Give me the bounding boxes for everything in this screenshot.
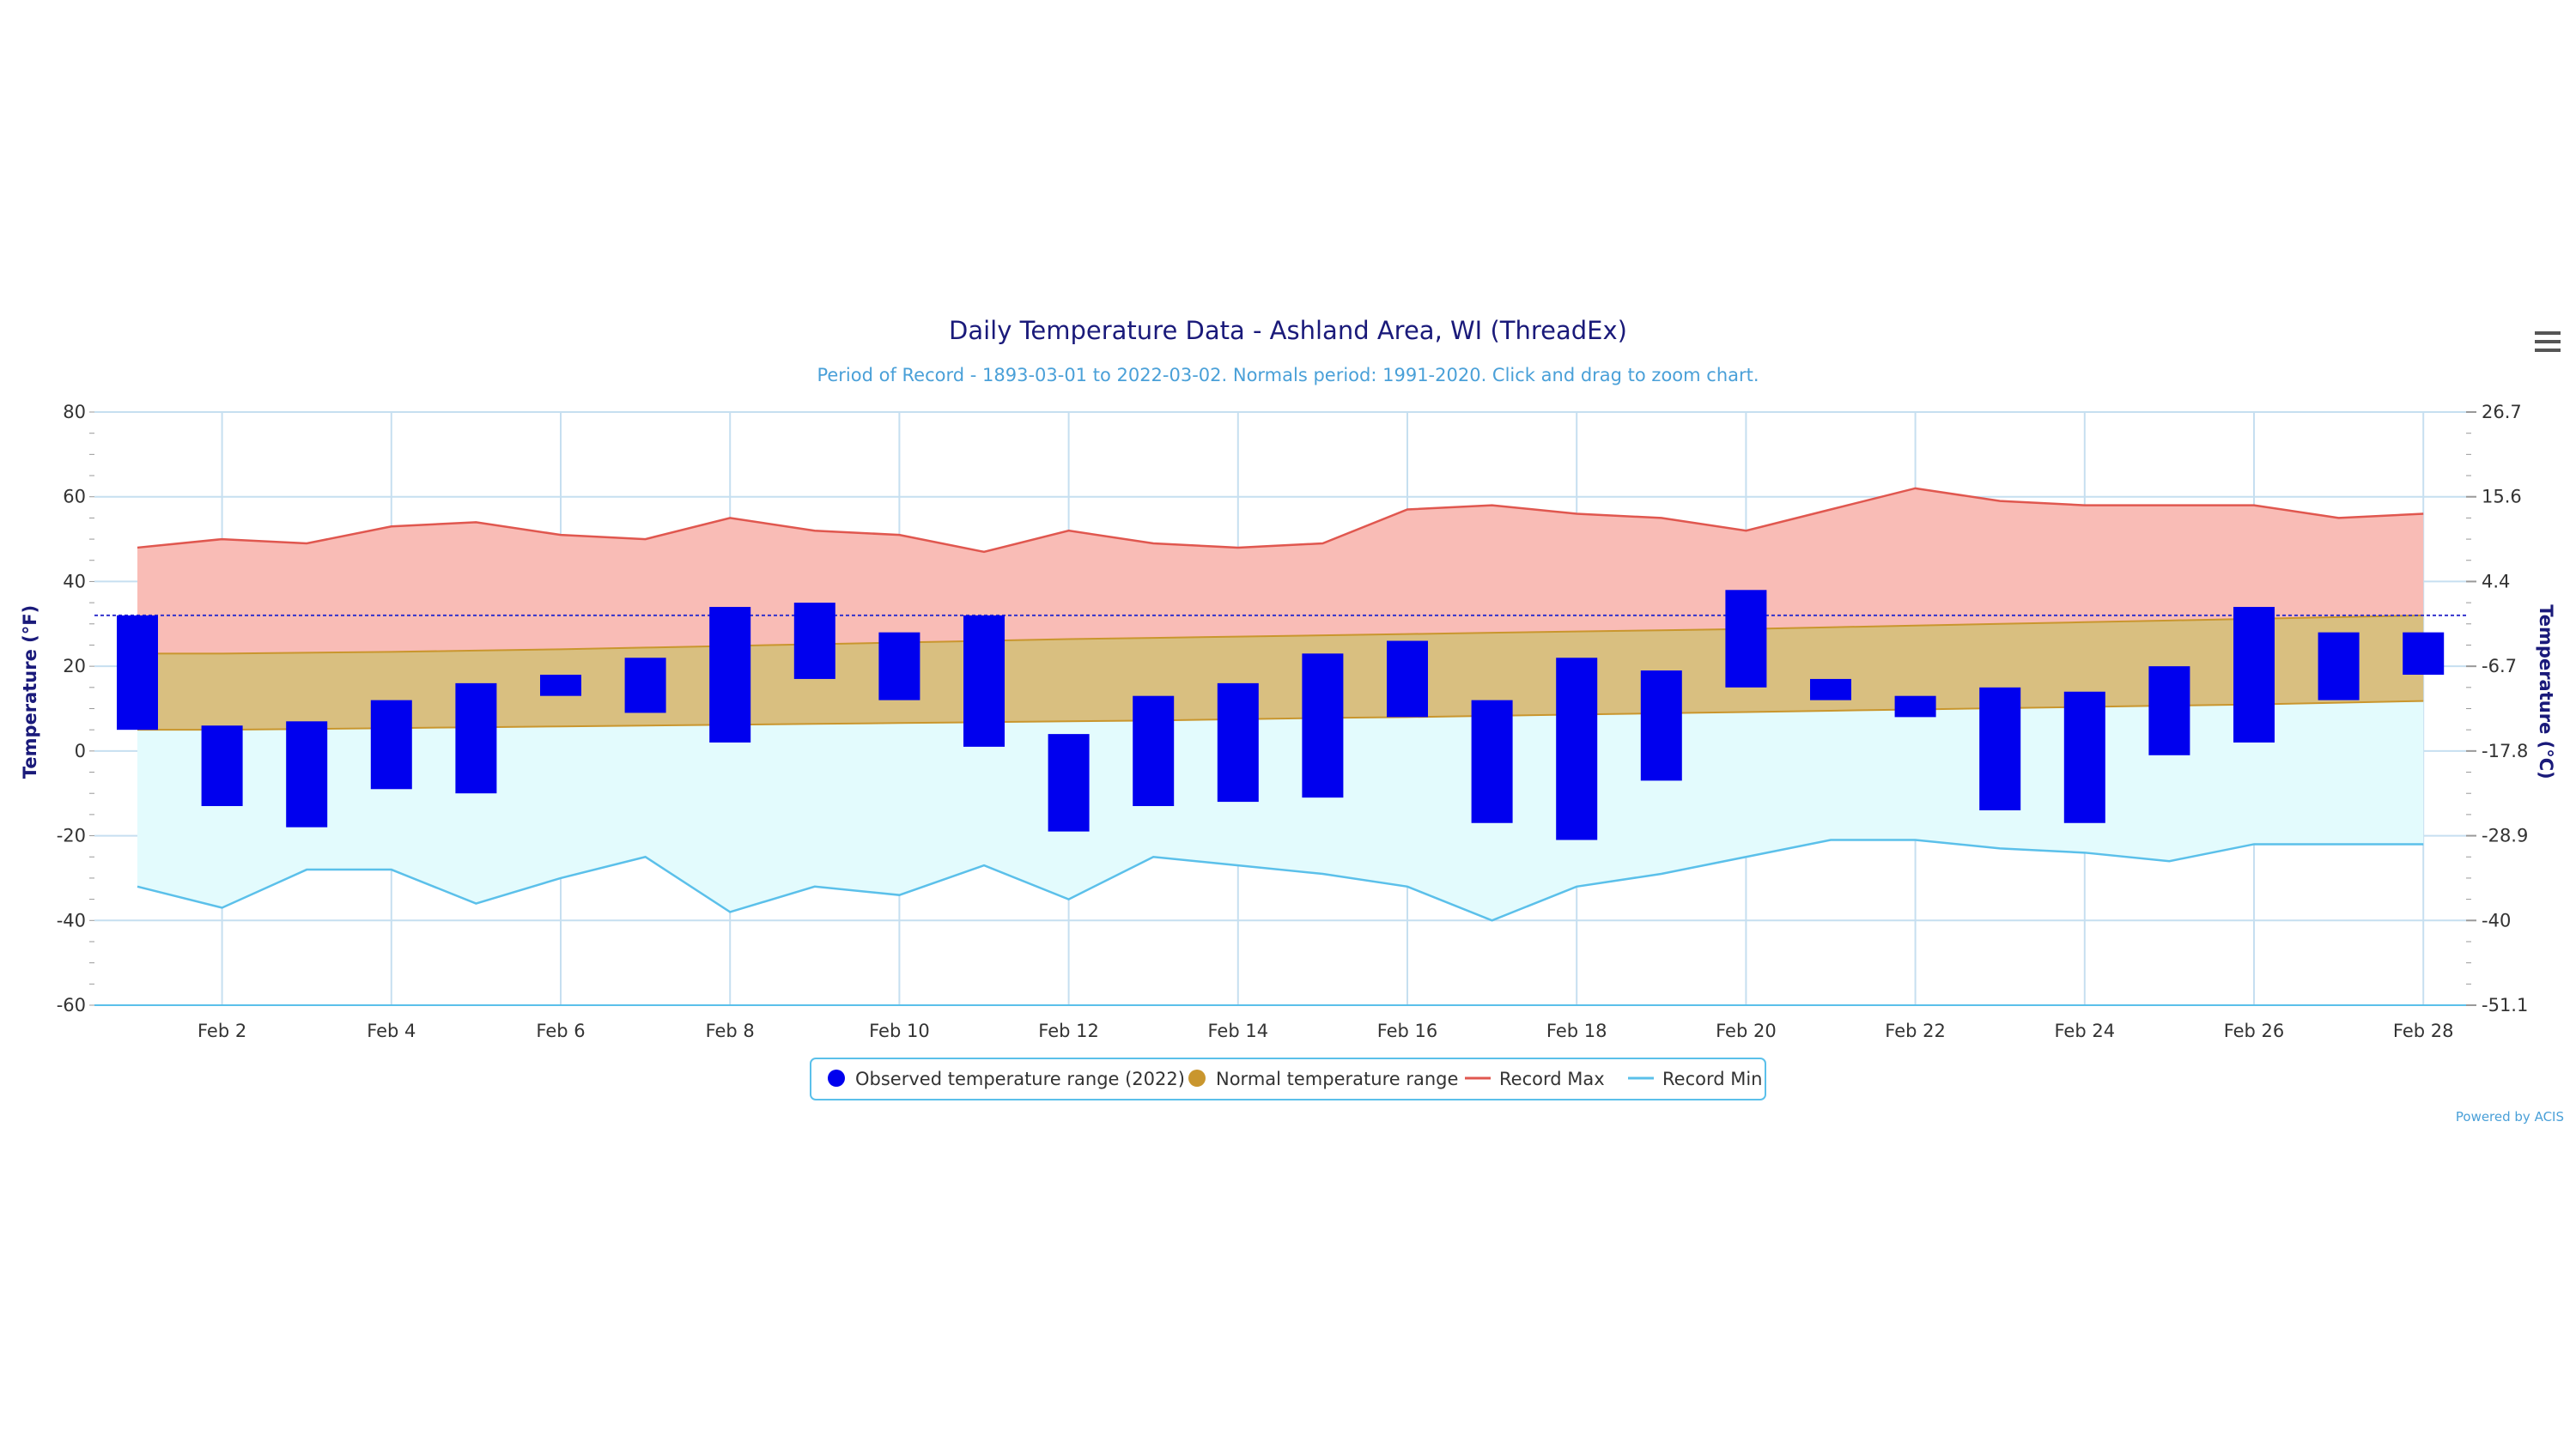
legend-item-normal[interactable]: Normal temperature range bbox=[1188, 1069, 1458, 1089]
legend-box bbox=[810, 1058, 1766, 1100]
observed-range-bar bbox=[1894, 695, 1936, 718]
observed-range-bar bbox=[2403, 632, 2445, 676]
legend-marker-normal bbox=[1188, 1070, 1206, 1087]
legend-label-observed: Observed temperature range (2022) bbox=[855, 1069, 1185, 1089]
observed-range-bar bbox=[201, 725, 243, 807]
observed-range-bar bbox=[1302, 653, 1344, 798]
x-tick-label: Feb 16 bbox=[1377, 1021, 1438, 1041]
y-axis-title-left: Temperature (°F) bbox=[20, 605, 40, 779]
observed-range-bar bbox=[540, 675, 581, 696]
hamburger-menu-icon[interactable] bbox=[2535, 331, 2561, 352]
observed-range-bar bbox=[1217, 682, 1259, 803]
y-tick-label-right: -28.9 bbox=[2482, 826, 2528, 846]
observed-range-bar bbox=[1387, 640, 1428, 718]
observed-range-bar bbox=[1640, 670, 1682, 781]
x-tick-label: Feb 12 bbox=[1038, 1021, 1099, 1041]
y-tick-label-right: 4.4 bbox=[2482, 571, 2510, 591]
observed-range-bar bbox=[793, 603, 835, 679]
observed-range-bar bbox=[878, 632, 920, 700]
record-min-fill bbox=[137, 700, 2424, 921]
x-tick-label: Feb 26 bbox=[2224, 1021, 2285, 1041]
x-tick-label: Feb 18 bbox=[1546, 1021, 1607, 1041]
legend-marker-observed bbox=[828, 1070, 845, 1087]
observed-range-bar bbox=[1979, 687, 2021, 810]
x-axis-ticks: Feb 2 Feb 4 Feb 6 Feb 8 Feb 10 Feb 12 Feb 14 Fe… bbox=[94, 1004, 2466, 1041]
observed-range-bar bbox=[709, 607, 751, 743]
record-lines bbox=[137, 487, 2424, 922]
chart-subtitle: Period of Record - 1893-03-01 to 2022-03… bbox=[817, 365, 1759, 385]
y-tick-label-left: -20 bbox=[57, 826, 86, 846]
legend-label-normal: Normal temperature range bbox=[1216, 1069, 1458, 1089]
observed-range-bar bbox=[1048, 734, 1090, 832]
y-tick-label-left: 40 bbox=[63, 571, 86, 591]
legend-item-record-max[interactable]: Record Max bbox=[1465, 1069, 1605, 1089]
y-tick-label-right: 15.6 bbox=[2482, 487, 2522, 507]
x-tick-label: Feb 28 bbox=[2393, 1021, 2454, 1041]
x-tick-label: Feb 24 bbox=[2055, 1021, 2116, 1041]
x-tick-label: Feb 8 bbox=[706, 1021, 755, 1041]
normal-range-area bbox=[137, 614, 2424, 731]
y-tick-label-left: 20 bbox=[63, 656, 86, 676]
x-tick-label: Feb 2 bbox=[197, 1021, 246, 1041]
observed-range-bar bbox=[2063, 691, 2105, 823]
x-tick-label: Feb 10 bbox=[869, 1021, 930, 1041]
observed-range-bar bbox=[117, 615, 158, 731]
y-tick-label-left: -40 bbox=[57, 910, 86, 931]
observed-range-bar bbox=[1471, 700, 1513, 823]
legend-label-record-min: Record Min bbox=[1662, 1069, 1763, 1089]
observed-range-bar bbox=[1725, 590, 1767, 688]
record-max-area bbox=[137, 488, 2424, 654]
observed-range-bar bbox=[370, 700, 412, 790]
observed-range-bar bbox=[624, 658, 666, 713]
y-tick-label-left: -60 bbox=[57, 995, 86, 1016]
credit-link[interactable]: Powered by ACIS bbox=[2456, 1109, 2564, 1125]
record-min-area bbox=[137, 700, 2424, 921]
observed-range-bar bbox=[1556, 658, 1598, 840]
chart-title: Daily Temperature Data - Ashland Area, W… bbox=[949, 316, 1627, 345]
record-max-fill bbox=[137, 488, 2424, 654]
observed-range-bar bbox=[2233, 607, 2275, 743]
observed-range-bar bbox=[963, 615, 1005, 747]
y-tick-label-right: -40 bbox=[2482, 910, 2511, 931]
observed-range-bar bbox=[1810, 678, 1851, 700]
legend: Observed temperature range (2022) Normal… bbox=[810, 1058, 1766, 1100]
y-tick-label-right: -51.1 bbox=[2482, 995, 2528, 1016]
y-axis-right-ticks: 26.7 15.6 4.4 -6.7 -17.8 -28.9 -40 -51.1 bbox=[2466, 402, 2528, 1016]
legend-item-observed[interactable]: Observed temperature range (2022) bbox=[828, 1069, 1185, 1089]
observed-range-bars bbox=[117, 590, 2445, 840]
x-tick-label: Feb 6 bbox=[536, 1021, 585, 1041]
y-tick-label-left: 0 bbox=[75, 741, 86, 761]
observed-range-bar bbox=[2318, 632, 2360, 700]
y-tick-label-right: -17.8 bbox=[2482, 741, 2528, 761]
observed-range-bar bbox=[286, 721, 328, 828]
normal-low-line bbox=[137, 700, 2424, 731]
normal-range-fill bbox=[137, 615, 2424, 731]
x-tick-label: Feb 4 bbox=[367, 1021, 416, 1041]
x-tick-label: Feb 22 bbox=[1885, 1021, 1946, 1041]
y-axis-title-right: Temperature (°C) bbox=[2536, 604, 2556, 779]
observed-range-bar bbox=[455, 682, 497, 794]
record-max-line bbox=[137, 487, 2424, 554]
legend-label-record-max: Record Max bbox=[1499, 1069, 1605, 1089]
y-tick-label-left: 60 bbox=[63, 487, 86, 507]
x-tick-label: Feb 14 bbox=[1208, 1021, 1269, 1041]
y-axis-left-ticks: 80 60 40 20 0 -20 -40 -60 bbox=[57, 402, 86, 1016]
y-tick-label-left: 80 bbox=[63, 402, 86, 422]
y-tick-label-right: -6.7 bbox=[2482, 656, 2517, 676]
observed-range-bar bbox=[2148, 666, 2190, 755]
legend-item-record-min[interactable]: Record Min bbox=[1628, 1069, 1763, 1089]
x-tick-label: Feb 20 bbox=[1716, 1021, 1777, 1041]
normal-high-line bbox=[137, 614, 2424, 655]
y-tick-label-right: 26.7 bbox=[2482, 402, 2522, 422]
observed-range-bar bbox=[1133, 695, 1175, 807]
record-min-line bbox=[137, 839, 2424, 922]
